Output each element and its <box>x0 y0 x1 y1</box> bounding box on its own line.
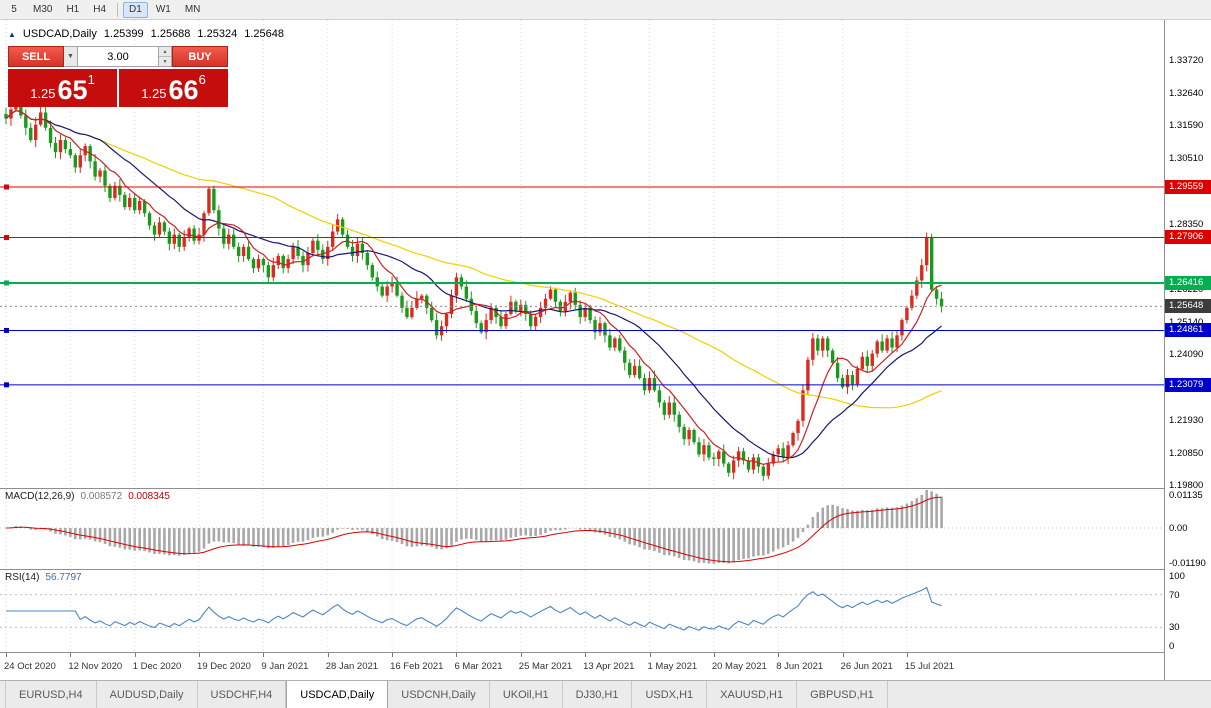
buy-price-pips: 66 <box>168 75 199 105</box>
volume-dropdown-icon[interactable]: ▼ <box>64 46 78 67</box>
ohlc-open: 1.25399 <box>103 28 144 40</box>
ohlc-high: 1.25688 <box>150 28 191 40</box>
date-label: 8 Jun 2021 <box>776 661 824 672</box>
date-label: 24 Oct 2020 <box>4 661 56 672</box>
chart-tab-dj30-h1[interactable]: DJ30,H1 <box>563 681 633 708</box>
volume-stepper: ▲ ▼ <box>159 46 172 67</box>
date-tick <box>392 653 394 657</box>
chart-tab-usdx-h1[interactable]: USDX,H1 <box>632 681 708 708</box>
date-tick <box>906 653 908 657</box>
sell-price-big-figure: 1.25 <box>30 86 56 101</box>
date-tick <box>263 653 265 657</box>
chart-header: ▲ USDCAD,Daily 1.25399 1.25688 1.25324 1… <box>8 28 284 40</box>
chart-tab-usdcad-daily[interactable]: USDCAD,Daily <box>286 681 389 708</box>
buy-price-fraction: 6 <box>198 72 206 87</box>
ohlc-low: 1.25324 <box>197 28 238 40</box>
rsi-value: 56.7797 <box>45 572 82 583</box>
toolbar-separator <box>117 2 119 17</box>
date-label: 9 Jan 2021 <box>261 661 309 672</box>
date-tick <box>649 653 651 657</box>
date-label: 12 Nov 2020 <box>68 661 123 672</box>
timeframe-m30-button[interactable]: M30 <box>33 4 53 15</box>
timeframe-toolbar: 5 M30 H1 H4 D1 W1 MN <box>0 0 1211 20</box>
timeframe-5-button[interactable]: 5 <box>11 4 17 15</box>
date-tick <box>327 653 329 657</box>
sell-price-box[interactable]: 1.25 65 1 <box>8 69 117 107</box>
date-label: 15 Jul 2021 <box>904 661 955 672</box>
sell-price-fraction: 1 <box>87 72 95 87</box>
date-tick <box>778 653 780 657</box>
timeframe-mn-button[interactable]: MN <box>184 4 201 15</box>
volume-increase-icon[interactable]: ▲ <box>159 47 171 57</box>
macd-name: MACD(12,26,9) <box>5 491 75 502</box>
price-axis[interactable] <box>1164 20 1211 680</box>
chart-tab-xauusd-h1[interactable]: XAUUSD,H1 <box>707 681 798 708</box>
panel-separator[interactable] <box>0 569 1211 570</box>
date-label: 1 Dec 2020 <box>132 661 182 672</box>
chart-tab-usdcnh-daily[interactable]: USDCNH,Daily <box>388 681 490 708</box>
chart-tab-audusd-daily[interactable]: AUDUSD,Daily <box>97 681 198 708</box>
sell-button[interactable]: SELL <box>8 46 64 67</box>
price-chart-canvas[interactable] <box>0 20 1164 488</box>
date-label: 1 May 2021 <box>647 661 698 672</box>
chart-tab-bar: EURUSD,H4 AUDUSD,Daily USDCHF,H4 USDCAD,Dai… <box>0 680 1211 708</box>
collapse-trade-panel-icon[interactable]: ▲ <box>8 29 16 39</box>
buy-price-big-figure: 1.25 <box>141 86 167 101</box>
date-tick <box>520 653 522 657</box>
date-tick <box>70 653 72 657</box>
date-label: 16 Feb 2021 <box>390 661 444 672</box>
panel-separator[interactable] <box>0 652 1211 653</box>
date-label: 19 Dec 2020 <box>197 661 251 672</box>
date-tick <box>456 653 458 657</box>
chart-tab-eurusd-h4[interactable]: EURUSD,H4 <box>5 681 97 708</box>
date-axis[interactable]: 24 Oct 2020 12 Nov 2020 1 Dec 2020 19 Dec 2… <box>0 653 1211 680</box>
date-tick <box>6 653 7 657</box>
buy-price-box[interactable]: 1.25 66 6 <box>119 69 228 107</box>
macd-value-main: 0.008572 <box>80 491 123 502</box>
rsi-label: RSI(14) 56.7797 <box>5 572 82 583</box>
buy-button[interactable]: BUY <box>172 46 228 67</box>
date-tick <box>134 653 136 657</box>
timeframe-w1-button[interactable]: W1 <box>155 4 171 15</box>
chart-window: 1.33720 1.32640 1.31590 1.30510 1.28350 1.262… <box>0 20 1211 680</box>
ohlc-close: 1.25648 <box>244 28 284 40</box>
volume-input[interactable] <box>78 46 159 67</box>
chart-tab-gbpusd-h1[interactable]: GBPUSD,H1 <box>797 681 888 708</box>
rsi-indicator-canvas[interactable] <box>0 570 1164 652</box>
panel-separator[interactable] <box>0 488 1211 489</box>
date-label: 28 Jan 2021 <box>325 661 379 672</box>
chart-symbol-label: USDCAD,Daily <box>22 28 97 40</box>
chart-tab-usdchf-h4[interactable]: USDCHF,H4 <box>198 681 287 708</box>
date-label: 20 May 2021 <box>711 661 767 672</box>
sell-price-pips: 65 <box>57 75 88 105</box>
date-label: 13 Apr 2021 <box>583 661 635 672</box>
date-label: 25 Mar 2021 <box>518 661 573 672</box>
macd-value-signal: 0.008345 <box>128 491 170 502</box>
volume-decrease-icon[interactable]: ▼ <box>159 57 171 66</box>
date-tick <box>585 653 587 657</box>
one-click-trading-panel: SELL ▼ ▲ ▼ BUY 1.25 65 1 1.25 66 6 <box>8 46 228 107</box>
date-tick <box>199 653 201 657</box>
macd-label: MACD(12,26,9) 0.008572 0.008345 <box>5 491 170 502</box>
date-tick <box>842 653 844 657</box>
macd-indicator-canvas[interactable] <box>0 489 1164 569</box>
timeframe-h1-button[interactable]: H1 <box>66 4 80 15</box>
rsi-name: RSI(14) <box>5 572 40 583</box>
date-tick <box>713 653 715 657</box>
chart-tab-ukoil-h1[interactable]: UKOil,H1 <box>490 681 563 708</box>
date-label: 6 Mar 2021 <box>454 661 503 672</box>
timeframe-h4-button[interactable]: H4 <box>93 4 107 15</box>
timeframe-d1-button[interactable]: D1 <box>123 1 148 18</box>
date-label: 26 Jun 2021 <box>840 661 893 672</box>
